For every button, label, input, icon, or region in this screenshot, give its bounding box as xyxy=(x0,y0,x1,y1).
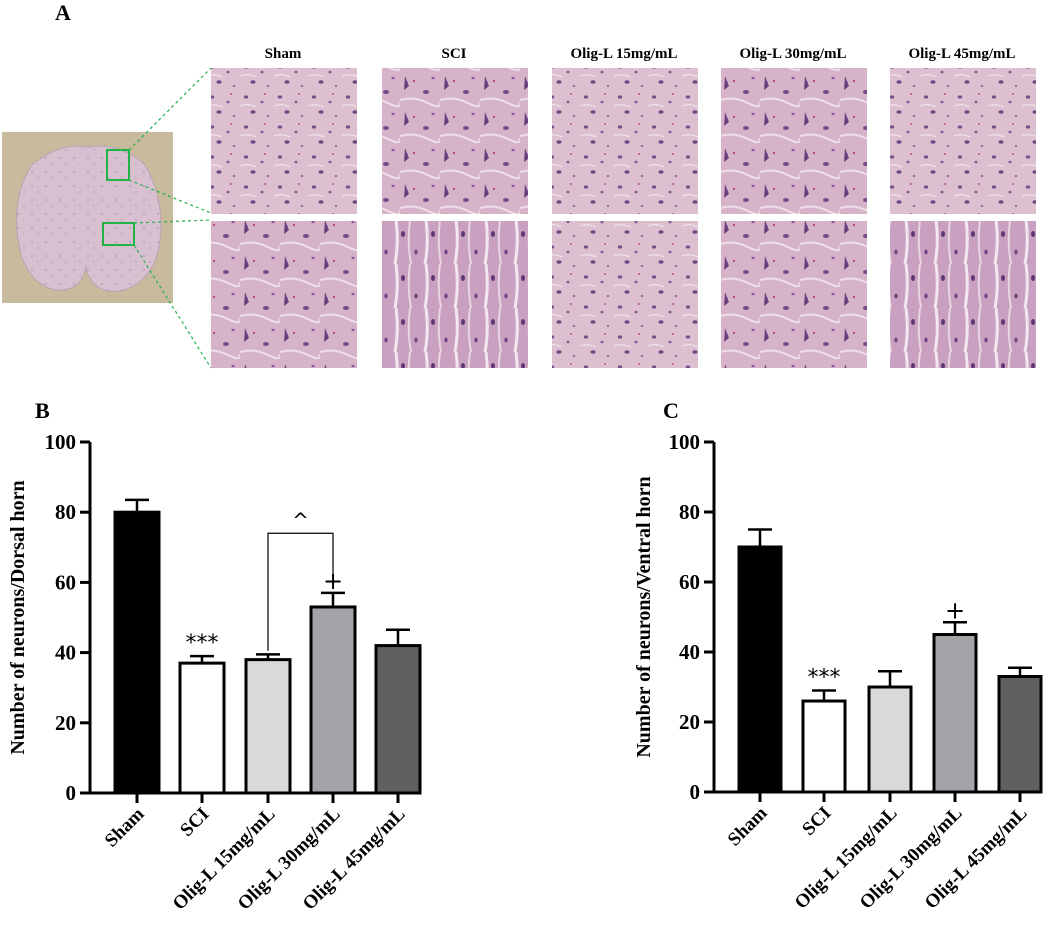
chartc-bar-4 xyxy=(997,675,1043,794)
chartc-y-axis-label: Number of neurons/Ventral horn xyxy=(633,476,655,757)
micrograph-olig45-dorsal xyxy=(890,68,1036,214)
micrograph-sci-dorsal xyxy=(382,68,528,214)
chartc-x-tick-label: SCI xyxy=(798,803,835,840)
chartc-y-tick-label: 20 xyxy=(679,710,700,734)
chartb-bar-4 xyxy=(374,644,422,795)
micrograph-olig30-ventral xyxy=(721,221,867,368)
chartc-y-tick-label: 100 xyxy=(669,430,701,454)
dorsal-horn-box xyxy=(106,149,130,181)
chartb-bar-1 xyxy=(178,661,226,795)
chartc-x-tick-label: Sham xyxy=(724,803,772,851)
histology-figure xyxy=(2,67,1036,369)
column-label-sham: Sham xyxy=(264,46,302,62)
chartc-significance-mark: + xyxy=(945,596,965,624)
micrograph-sham-dorsal xyxy=(211,68,357,214)
chartb-significance-mark: *** xyxy=(186,631,219,656)
micrograph-sci-ventral xyxy=(382,221,528,368)
micrograph-olig45-ventral xyxy=(890,221,1036,368)
chartc-y-tick-label: 40 xyxy=(679,640,700,664)
chartb-y-tick-label: 100 xyxy=(45,430,77,454)
zoom-line xyxy=(128,179,212,214)
micrograph-olig30-dorsal xyxy=(721,68,867,214)
panel-label-a: A xyxy=(55,0,71,25)
column-label-olig45: Olig-L 45mg/mL xyxy=(908,46,1016,62)
zoom-line xyxy=(128,67,212,151)
chartc-bar-0 xyxy=(737,545,783,794)
chartb-comparison-mark: ^ xyxy=(292,508,309,532)
chartc-y-tick-label: 0 xyxy=(690,780,701,804)
chartb-y-axis-label: Number of neurons/Dorsal horn xyxy=(7,480,29,754)
chartb-y-tick-label: 80 xyxy=(55,500,76,524)
chartc-bar-1 xyxy=(801,699,847,794)
column-label-sci: SCI xyxy=(441,46,467,62)
chartb-y-tick-label: 40 xyxy=(55,641,76,665)
panel-label-b: B xyxy=(35,398,50,423)
zoom-line xyxy=(133,219,212,224)
chartb-bar-0 xyxy=(113,510,161,795)
chartb-y-tick-label: 60 xyxy=(55,570,76,594)
zoom-line xyxy=(133,244,212,369)
chartc-significance-mark: *** xyxy=(808,666,841,691)
column-label-olig15: Olig-L 15mg/mL xyxy=(570,46,678,62)
micrograph-sham-ventral xyxy=(211,221,357,368)
chartc-y-tick-label: 80 xyxy=(679,500,700,524)
chartb-comparison-bracket xyxy=(267,532,334,651)
chartb-bar-2 xyxy=(244,658,292,795)
micrograph-olig15-ventral xyxy=(552,221,698,368)
chartb-y-tick-label: 0 xyxy=(66,781,77,805)
micrograph-olig15-dorsal xyxy=(552,68,698,214)
chartc-bar-2 xyxy=(867,685,913,794)
chartc-bar-3 xyxy=(932,633,978,794)
column-label-olig30: Olig-L 30mg/mL xyxy=(739,46,847,62)
chartc-y-tick-label: 60 xyxy=(679,570,700,594)
panel-label-c: C xyxy=(663,398,679,423)
ventral-horn-box xyxy=(102,222,135,246)
chartb-y-tick-label: 20 xyxy=(55,711,76,735)
